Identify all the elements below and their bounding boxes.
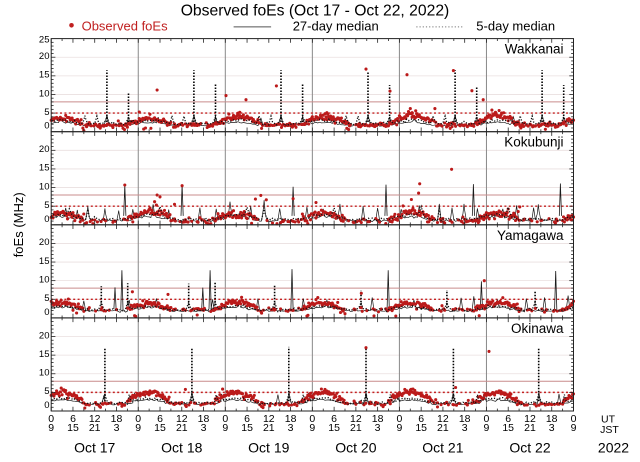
svg-text:9: 9: [48, 422, 54, 434]
svg-text:Okinawa: Okinawa: [511, 321, 564, 336]
svg-text:15: 15: [39, 256, 50, 267]
svg-text:5: 5: [44, 200, 49, 211]
svg-text:15: 15: [67, 422, 79, 434]
svg-text:9: 9: [396, 422, 402, 434]
svg-text:15: 15: [39, 163, 50, 174]
svg-text:Wakkanai: Wakkanai: [505, 42, 564, 57]
svg-text:0: 0: [44, 121, 49, 132]
svg-text:3: 3: [462, 422, 468, 434]
svg-text:3: 3: [375, 422, 381, 434]
svg-text:18: 18: [459, 413, 471, 425]
svg-text:6: 6: [157, 413, 163, 425]
svg-text:18: 18: [111, 413, 123, 425]
svg-text:6: 6: [244, 413, 250, 425]
svg-text:12: 12: [176, 413, 188, 425]
svg-text:0: 0: [44, 214, 49, 225]
svg-text:12: 12: [263, 413, 275, 425]
svg-text:9: 9: [222, 422, 228, 434]
svg-text:0: 0: [48, 413, 54, 425]
svg-text:3: 3: [549, 422, 555, 434]
svg-text:0: 0: [571, 413, 577, 425]
svg-text:20: 20: [39, 330, 50, 341]
svg-text:15: 15: [154, 422, 166, 434]
svg-text:18: 18: [372, 413, 384, 425]
svg-text:12: 12: [350, 413, 362, 425]
svg-text:5-day median: 5-day median: [476, 18, 555, 33]
svg-text:Oct 22: Oct 22: [509, 439, 550, 455]
svg-text:20: 20: [39, 144, 50, 155]
svg-text:Oct 18: Oct 18: [161, 439, 202, 455]
svg-text:9: 9: [571, 422, 577, 434]
svg-text:3: 3: [201, 422, 207, 434]
svg-text:9: 9: [483, 422, 489, 434]
svg-text:foEs (MHz): foEs (MHz): [11, 192, 26, 257]
svg-text:Oct 19: Oct 19: [248, 439, 289, 455]
svg-text:18: 18: [198, 413, 210, 425]
svg-text:18: 18: [285, 413, 297, 425]
svg-text:15: 15: [415, 422, 427, 434]
svg-text:12: 12: [524, 413, 536, 425]
svg-text:15: 15: [502, 422, 514, 434]
svg-text:18: 18: [546, 413, 558, 425]
svg-text:15: 15: [241, 422, 253, 434]
svg-text:6: 6: [331, 413, 337, 425]
svg-text:21: 21: [176, 422, 188, 434]
svg-text:3: 3: [288, 422, 294, 434]
svg-text:21: 21: [437, 422, 449, 434]
svg-text:Oct 17: Oct 17: [74, 439, 115, 455]
svg-text:Oct 20: Oct 20: [335, 439, 376, 455]
svg-text:Yamagawa: Yamagawa: [497, 228, 564, 243]
svg-text:12: 12: [437, 413, 449, 425]
svg-text:15: 15: [39, 70, 50, 81]
svg-text:20: 20: [39, 237, 50, 248]
svg-text:0: 0: [396, 413, 402, 425]
svg-text:5: 5: [44, 107, 49, 118]
svg-text:10: 10: [39, 181, 50, 192]
svg-text:6: 6: [505, 413, 511, 425]
svg-text:12: 12: [89, 413, 101, 425]
svg-text:10: 10: [39, 88, 50, 99]
svg-text:27-day median: 27-day median: [293, 18, 379, 33]
svg-text:6: 6: [418, 413, 424, 425]
svg-text:UT: UT: [601, 413, 616, 425]
svg-text:21: 21: [263, 422, 275, 434]
svg-text:Observed foEs (Oct 17 - Oct 22: Observed foEs (Oct 17 - Oct 22, 2022): [181, 2, 450, 19]
svg-text:21: 21: [524, 422, 536, 434]
svg-text:15: 15: [39, 349, 50, 360]
svg-text:0: 0: [222, 413, 228, 425]
svg-text:21: 21: [89, 422, 101, 434]
svg-text:0: 0: [309, 413, 315, 425]
svg-text:21: 21: [350, 422, 362, 434]
svg-text:Observed foEs: Observed foEs: [82, 18, 168, 33]
svg-text:0: 0: [44, 307, 49, 318]
svg-text:15: 15: [328, 422, 340, 434]
svg-text:5: 5: [44, 293, 49, 304]
svg-text:3: 3: [114, 422, 120, 434]
svg-text:10: 10: [39, 275, 50, 286]
svg-text:2022: 2022: [598, 439, 629, 455]
svg-text:Kokubunji: Kokubunji: [504, 135, 563, 150]
svg-text:9: 9: [135, 422, 141, 434]
svg-text:10: 10: [39, 368, 50, 379]
svg-text:JST: JST: [600, 424, 619, 436]
svg-text:6: 6: [70, 413, 76, 425]
svg-text:5: 5: [44, 386, 49, 397]
svg-text:25: 25: [39, 35, 50, 46]
svg-text:0: 0: [44, 400, 49, 411]
svg-text:9: 9: [309, 422, 315, 434]
svg-text:0: 0: [483, 413, 489, 425]
svg-text:20: 20: [39, 51, 50, 62]
svg-text:0: 0: [135, 413, 141, 425]
svg-text:Oct 21: Oct 21: [422, 439, 463, 455]
